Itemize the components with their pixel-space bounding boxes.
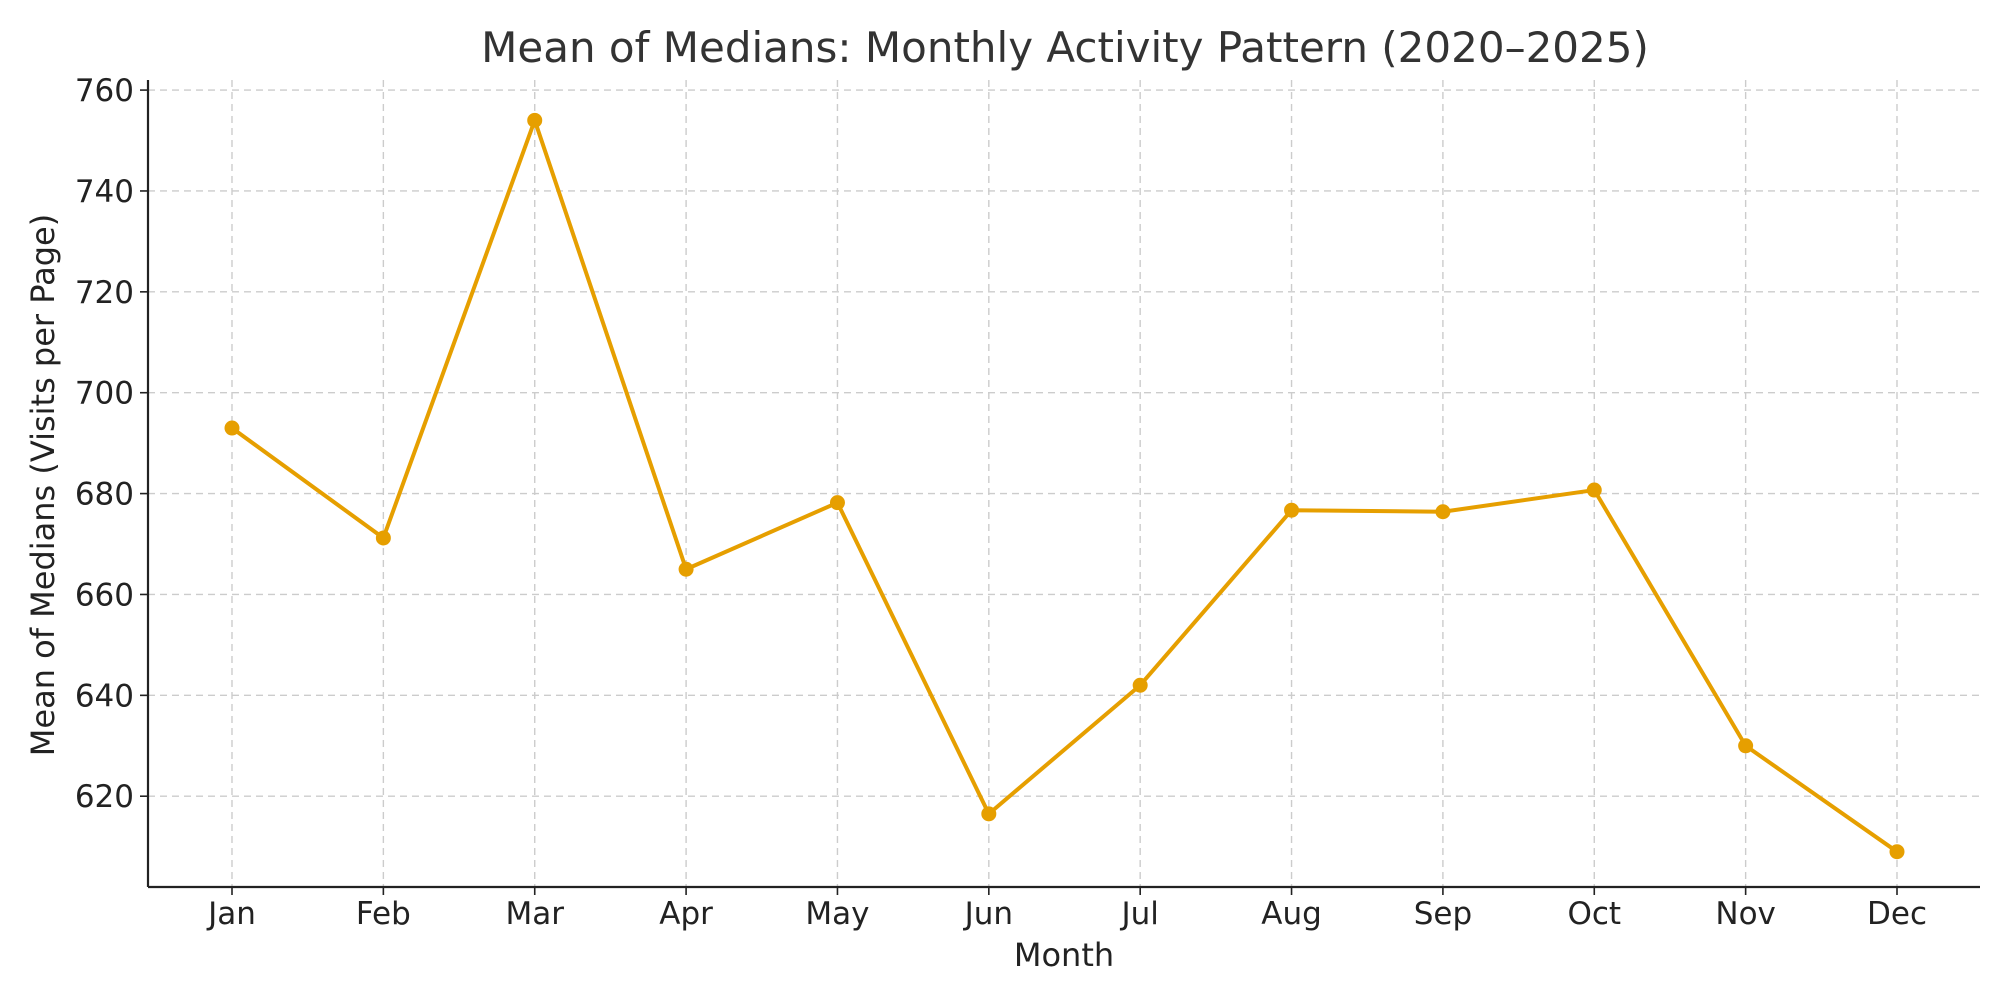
x-tick-label: Mar (505, 896, 564, 932)
y-tick-label: 760 (75, 73, 134, 109)
y-tick-label: 720 (75, 275, 134, 311)
y-tick-label: 660 (75, 577, 134, 613)
chart-title: Mean of Medians: Monthly Activity Patter… (481, 23, 1649, 72)
data-point (1132, 677, 1148, 693)
x-tick-label: Sep (1414, 896, 1472, 932)
data-point (1586, 482, 1602, 498)
x-axis-label: Month (1014, 936, 1114, 974)
data-point (1889, 844, 1905, 860)
x-tick-label: Nov (1715, 896, 1776, 932)
y-tick-label: 740 (75, 174, 134, 210)
series (224, 112, 1905, 860)
data-point (1284, 502, 1300, 518)
x-tick-label: Jul (1119, 896, 1158, 932)
x-tick-label: Dec (1867, 896, 1927, 932)
data-point (829, 495, 845, 511)
x-tick-label: Apr (659, 896, 713, 932)
y-tick-label: 700 (75, 376, 134, 412)
ticks: Jan Feb Mar Apr May Jun Jul Aug Sep Oct Nov Dec 620 6… (75, 73, 1927, 932)
data-point (678, 561, 694, 577)
data-point (1435, 504, 1451, 520)
x-tick-label: May (805, 896, 869, 932)
y-axis-label: Mean of Medians (Visits per Page) (24, 214, 62, 756)
series-line (230, 118, 1899, 854)
y-tick-label: 620 (75, 779, 134, 815)
axes (146, 80, 1980, 889)
data-point (527, 112, 543, 128)
x-tick-label: Feb (356, 896, 411, 932)
data-point (981, 806, 997, 822)
x-tick-label: Jun (963, 896, 1013, 932)
y-tick-label: 680 (75, 477, 134, 513)
x-tick-label: Aug (1261, 896, 1322, 932)
data-point (375, 530, 391, 546)
x-tick-label: Jan (206, 896, 256, 932)
grid (148, 80, 1980, 887)
data-point (1738, 738, 1754, 754)
data-point (224, 420, 240, 436)
x-tick-label: Oct (1567, 896, 1621, 932)
y-tick-label: 640 (75, 678, 134, 714)
